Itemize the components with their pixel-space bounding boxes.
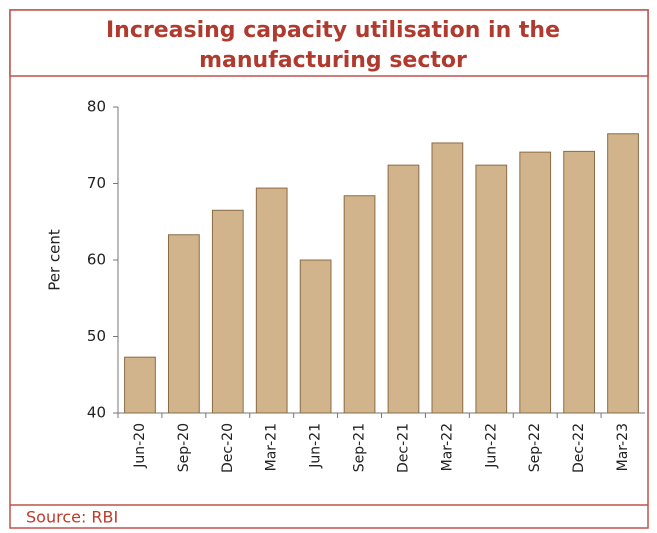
chart-title: Increasing capacity utilisation in the ma…	[106, 18, 560, 73]
bar	[607, 133, 639, 414]
bar	[211, 209, 244, 414]
bar	[168, 234, 200, 414]
x-tick-label: Dec-20	[220, 423, 236, 473]
x-tick-label: Dec-22	[571, 423, 587, 473]
x-tick-label: Sep-22	[527, 423, 543, 472]
x-tick-label: Mar-21	[264, 423, 280, 471]
source: Source: RBI	[26, 508, 118, 527]
y-tick-label: 70	[87, 174, 106, 192]
x-tick-label: Jun-22	[483, 423, 499, 469]
bar	[255, 187, 288, 414]
title-box	[9, 9, 649, 77]
y-tick-label: 80	[87, 98, 106, 116]
bar	[519, 151, 552, 414]
bar	[563, 150, 595, 414]
x-tick-label: Sep-20	[176, 423, 192, 472]
y-tick-label: 60	[87, 251, 106, 269]
x-tick-label: Mar-22	[439, 423, 455, 471]
y-tick-label: 40	[87, 404, 106, 422]
bar	[299, 259, 332, 414]
bar	[387, 164, 420, 414]
y-tick-label: 50	[87, 327, 106, 345]
bar	[475, 164, 508, 414]
bar	[343, 195, 376, 414]
y-axis-label: Per cent	[46, 229, 64, 291]
x-tick-label: Sep-21	[352, 423, 368, 472]
bar	[431, 142, 464, 414]
x-tick-label: Dec-21	[395, 423, 411, 473]
x-tick-label: Jun-20	[132, 423, 148, 469]
bar	[124, 356, 156, 414]
x-tick-label: Mar-23	[615, 423, 631, 471]
x-tick-label: Jun-21	[308, 423, 324, 469]
